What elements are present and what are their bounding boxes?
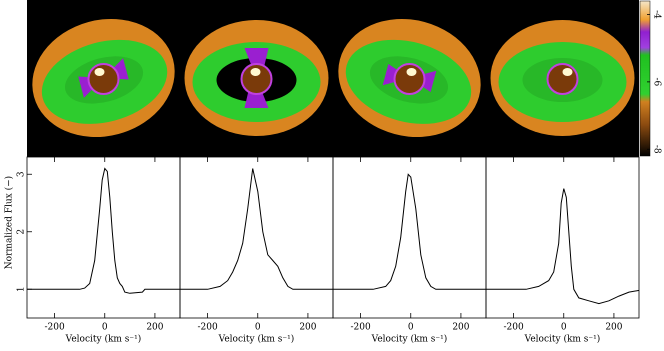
hot-spot bbox=[406, 68, 417, 76]
flux-line bbox=[180, 168, 333, 290]
x-tick-label: 0 bbox=[102, 323, 108, 333]
x-axis-label: Velocity (km s⁻¹) bbox=[65, 334, 142, 345]
x-tick-label: 0 bbox=[255, 323, 261, 333]
x-tick-label: 0 bbox=[561, 323, 567, 333]
hot-spot bbox=[562, 68, 573, 76]
y-tick-label: 1 bbox=[17, 286, 27, 292]
x-tick-label: 200 bbox=[299, 323, 316, 333]
plot-frame bbox=[485, 156, 640, 319]
x-tick-label: -200 bbox=[44, 323, 64, 333]
x-axis-label: Velocity (km s⁻¹) bbox=[371, 334, 448, 345]
hot-spot bbox=[94, 68, 105, 76]
x-tick-label: 200 bbox=[146, 323, 163, 333]
x-tick-label: 0 bbox=[408, 323, 414, 333]
hot-spot bbox=[250, 68, 261, 76]
colorbar-tick-label: -6 bbox=[652, 77, 662, 86]
y-tick-label: 2 bbox=[17, 229, 27, 235]
star bbox=[240, 63, 273, 95]
plot-frame bbox=[26, 156, 181, 319]
star bbox=[546, 63, 579, 95]
colorbar bbox=[639, 0, 651, 157]
plot-frame bbox=[332, 156, 487, 319]
flux-line bbox=[333, 173, 486, 290]
x-tick-label: -200 bbox=[503, 323, 523, 333]
x-tick-label: 200 bbox=[452, 323, 469, 333]
y-axis-label: Normalized Flux (−) bbox=[4, 176, 15, 269]
plot-frame bbox=[179, 156, 334, 319]
flux-line bbox=[486, 188, 640, 305]
flux-line bbox=[27, 167, 180, 294]
colorbar-tick-label: -8 bbox=[652, 145, 662, 154]
line-plots: -200 0 200 1 2 3 Velocity (km s⁻¹) Normalized F… bbox=[4, 156, 640, 345]
x-tick-label: -200 bbox=[197, 323, 217, 333]
star bbox=[393, 63, 426, 95]
star bbox=[87, 63, 120, 95]
x-axis-label: Velocity (km s⁻¹) bbox=[218, 334, 295, 345]
x-axis-label: Velocity (km s⁻¹) bbox=[524, 334, 601, 345]
y-tick-label: 3 bbox=[17, 171, 27, 177]
x-tick-label: -200 bbox=[350, 323, 370, 333]
x-tick-label: 200 bbox=[605, 323, 622, 333]
disk-images bbox=[27, 0, 639, 157]
colorbar-tick-label: -4 bbox=[652, 10, 662, 19]
